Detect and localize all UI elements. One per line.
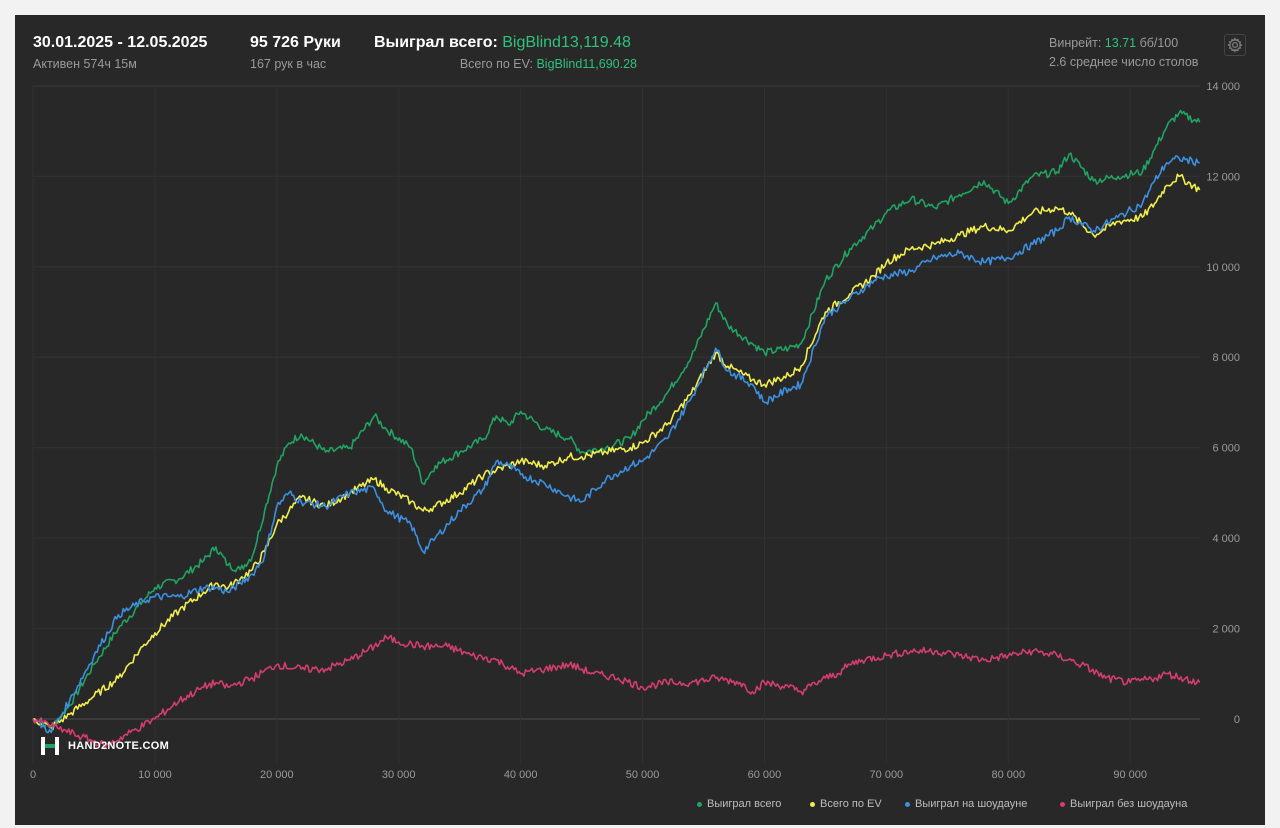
x-tick-label: 20 000 (260, 769, 294, 781)
x-tick-label: 90 000 (1113, 769, 1147, 781)
winrate-value: 13.71 (1104, 36, 1137, 50)
y-tick-label: 14 000 (1206, 81, 1240, 93)
x-tick-label: 30 000 (382, 769, 416, 781)
y-tick-label: 8 000 (1212, 352, 1240, 364)
hands-count: 95 726 Руки (250, 34, 341, 51)
active-time: Активен 574ч 15м (33, 57, 137, 71)
legend-dot-non-showdown (1060, 801, 1065, 807)
legend-item-non-showdown[interactable]: Выиграл без шоудауна (1060, 797, 1187, 811)
x-tick-label: 50 000 (626, 769, 660, 781)
gear-icon (1227, 37, 1243, 53)
date-range: 30.01.2025 - 12.05.2025 (33, 34, 208, 51)
ev-total-label: Всего по EV: (459, 57, 533, 71)
won-total: Выиграл всего: BigBlind13,119.48 (374, 34, 631, 52)
legend-item-ev-total[interactable]: Всего по EV (810, 797, 882, 811)
legend-label-showdown: Выиграл на шоудауне (915, 798, 1028, 810)
x-tick-label: 10 000 (138, 769, 172, 781)
hands-per-hour: 167 рук в час (250, 57, 327, 71)
ev-total: Всего по EV: BigBlind11,690.28 (460, 57, 637, 71)
series-line-showdown (32, 155, 1200, 734)
h2n-logo-icon (41, 737, 59, 755)
x-tick-label: 80 000 (991, 769, 1025, 781)
series-line-won-total (32, 109, 1201, 729)
x-tick-label: 0 (30, 769, 36, 781)
y-tick-label: 12 000 (1206, 171, 1240, 183)
x-tick-label: 40 000 (504, 769, 538, 781)
legend-label-non-showdown: Выиграл без шоудауна (1070, 798, 1188, 810)
series-line-ev-total (32, 173, 1201, 731)
y-tick-label: 6 000 (1212, 443, 1240, 455)
y-tick-label: 2 000 (1212, 623, 1240, 635)
y-tick-label: 0 (1234, 714, 1240, 726)
brand-logo: HAND2NOTE.COM (40, 736, 169, 756)
chart-panel (15, 15, 1265, 825)
settings-button[interactable] (1224, 34, 1246, 56)
legend-label-ev-total: Всего по EV (820, 798, 882, 810)
legend-label-won-total: Выиграл всего (707, 798, 782, 810)
won-total-value: BigBlind13,119.48 (502, 34, 631, 51)
winrate: Винрейт: 13.71 бб/100 (1049, 36, 1178, 50)
x-tick-label: 70 000 (870, 769, 904, 781)
series-line-non-showdown (32, 634, 1201, 750)
grid (32, 85, 1200, 764)
legend-dot-won-total (697, 801, 702, 807)
winrate-unit: бб/100 (1139, 36, 1179, 50)
legend-dot-showdown (905, 801, 910, 807)
x-tick-label: 60 000 (748, 769, 782, 781)
won-total-label: Выиграл всего: (374, 34, 498, 51)
series-lines (32, 109, 1201, 750)
legend-item-won-total[interactable]: Выиграл всего (697, 797, 781, 811)
avg-tables: 2.6 среднее число столов (1049, 55, 1199, 69)
legend-dot-ev-total (810, 801, 815, 807)
y-axis: 0 2 000 4 000 6 000 8 000 10 000 12 000 14 000 (1206, 81, 1240, 726)
ev-total-value: BigBlind11,690.28 (536, 57, 637, 71)
legend-item-showdown[interactable]: Выиграл на шоудауне (905, 797, 1027, 811)
brand-logo-text: HAND2NOTE.COM (68, 740, 170, 752)
y-tick-label: 4 000 (1212, 533, 1240, 545)
x-axis: 0 10 000 20 000 30 000 40 000 50 000 60 000 70 … (30, 769, 1147, 781)
winrate-label: Винрейт: (1049, 36, 1102, 50)
y-tick-label: 10 000 (1206, 262, 1240, 274)
